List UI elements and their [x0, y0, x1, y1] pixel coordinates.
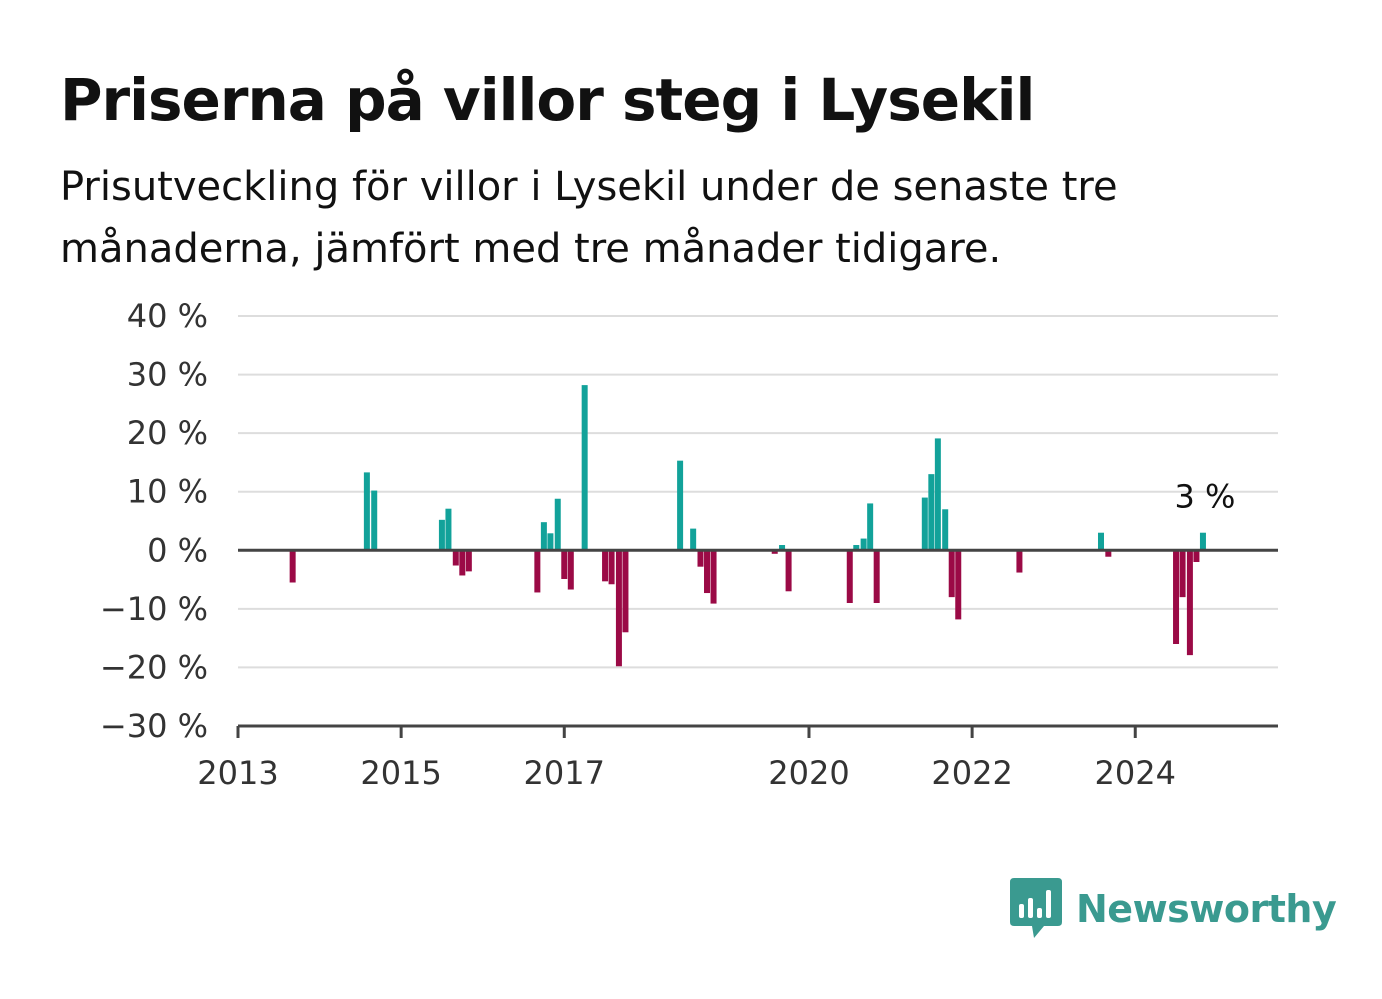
bar [1173, 550, 1180, 644]
bar [602, 550, 609, 582]
x-tick-label: 2024 [1095, 754, 1176, 792]
bar [1016, 550, 1023, 573]
bar [438, 519, 445, 551]
bar [561, 550, 568, 579]
bar [771, 550, 778, 554]
bar [921, 497, 928, 551]
y-tick-label: 20 % [127, 414, 208, 452]
bar [710, 550, 717, 604]
x-tick-label: 2020 [768, 754, 849, 792]
bar [942, 509, 949, 551]
grid-lines [238, 315, 1278, 669]
bar [445, 508, 452, 551]
brand-name: Newsworthy [1076, 887, 1337, 931]
x-tick-label: 2022 [931, 754, 1012, 792]
bar [540, 522, 547, 551]
x-axis-ticks: 2013 2015 2017 2020 2022 2024 [197, 726, 1176, 792]
bar [1186, 550, 1193, 656]
chart-subtitle: Prisutveckling för villor i Lysekil unde… [60, 164, 1118, 272]
bars [289, 385, 1206, 667]
bar [853, 545, 860, 551]
bar [1179, 550, 1186, 598]
bar [547, 533, 554, 551]
bar [928, 474, 935, 551]
bar [452, 550, 459, 566]
chart-title: Priserna på villor steg i Lysekil [60, 66, 1035, 134]
x-tick-label: 2017 [524, 754, 605, 792]
y-tick-label: 40 % [127, 297, 208, 335]
bar [697, 550, 704, 567]
y-tick-label: −10 % [100, 590, 208, 628]
bar [581, 385, 588, 551]
bar [1193, 550, 1200, 562]
newsworthy-logo-icon [1010, 878, 1062, 938]
x-tick-label: 2013 [197, 754, 278, 792]
y-tick-label: −30 % [100, 707, 208, 745]
y-tick-label: 30 % [127, 356, 208, 394]
bar [608, 550, 615, 585]
bar [704, 550, 711, 594]
last-value-label: 3 % [1174, 478, 1235, 516]
bar [1097, 532, 1104, 551]
bar [363, 472, 370, 551]
bar [289, 550, 296, 583]
bar [860, 538, 867, 551]
bar [622, 550, 629, 633]
y-tick-label: 10 % [127, 473, 208, 511]
x-tick-label: 2015 [360, 754, 441, 792]
bar [873, 550, 880, 603]
bar [554, 498, 561, 551]
bar [615, 550, 622, 667]
bar [934, 438, 941, 551]
bar [459, 550, 466, 576]
bar [1105, 550, 1112, 557]
bar [955, 550, 962, 620]
y-tick-label: −20 % [100, 648, 208, 686]
bar [534, 550, 541, 593]
bar [677, 460, 684, 551]
bar [1199, 532, 1206, 551]
newsworthy-brand: Newsworthy [1010, 878, 1337, 940]
y-tick-label: 0 % [147, 531, 208, 569]
annotations: 3 % [1174, 478, 1235, 516]
bar [567, 550, 574, 590]
bar [371, 490, 378, 551]
bar [846, 550, 853, 603]
bar [785, 550, 792, 592]
bar [779, 545, 786, 551]
bar [690, 528, 697, 551]
bar-chart: 40 %30 %20 %10 %0 %−10 %−20 %−30 % 2013 2… [100, 297, 1278, 792]
bar [465, 550, 472, 572]
y-axis-tick-labels: 40 % 30 % 20 % 10 % 0 % −10 % −20 % −30 % [100, 297, 208, 745]
bar [948, 550, 955, 598]
bar [867, 503, 874, 551]
